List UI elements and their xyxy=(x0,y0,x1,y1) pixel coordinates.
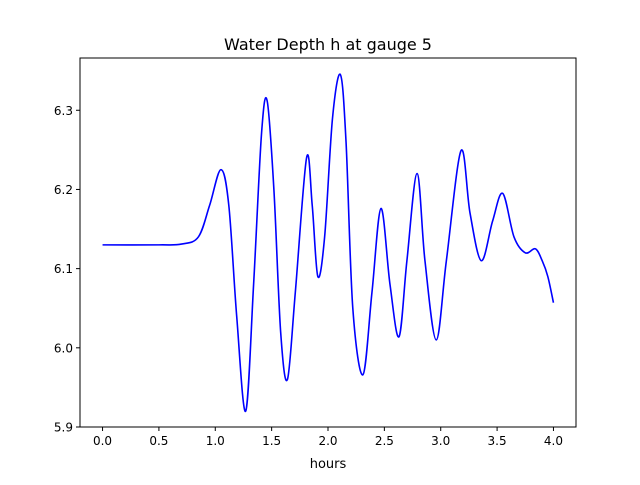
axes: 0.0 0.5 1.0 1.5 2.0 2.5 3.0 3.5 4.0 5.9 6.0 6.1 6.2 6… xyxy=(54,57,577,448)
x-tick-label: 1.5 xyxy=(262,434,281,448)
series-line-0 xyxy=(102,73,555,412)
chart-title: Water Depth h at gauge 5 xyxy=(224,35,432,54)
x-tick-label: 0.5 xyxy=(149,434,168,448)
x-axis-label: hours xyxy=(310,457,347,472)
plot-area xyxy=(102,73,555,412)
x-tick-label: 4.0 xyxy=(544,434,563,448)
y-tick-label: 6.2 xyxy=(54,183,73,197)
x-tick-label: 2.0 xyxy=(318,434,337,448)
y-tick-label: 6.3 xyxy=(54,104,73,118)
x-tick-label: 2.5 xyxy=(375,434,394,448)
x-tick-label: 3.0 xyxy=(431,434,450,448)
x-tick-label: 0.0 xyxy=(93,434,112,448)
y-tick-label: 6.1 xyxy=(54,262,73,276)
y-tick-label: 5.9 xyxy=(54,421,73,435)
x-tick-label: 1.0 xyxy=(206,434,225,448)
x-tick-label: 3.5 xyxy=(488,434,507,448)
y-tick-label: 6.0 xyxy=(54,341,73,355)
